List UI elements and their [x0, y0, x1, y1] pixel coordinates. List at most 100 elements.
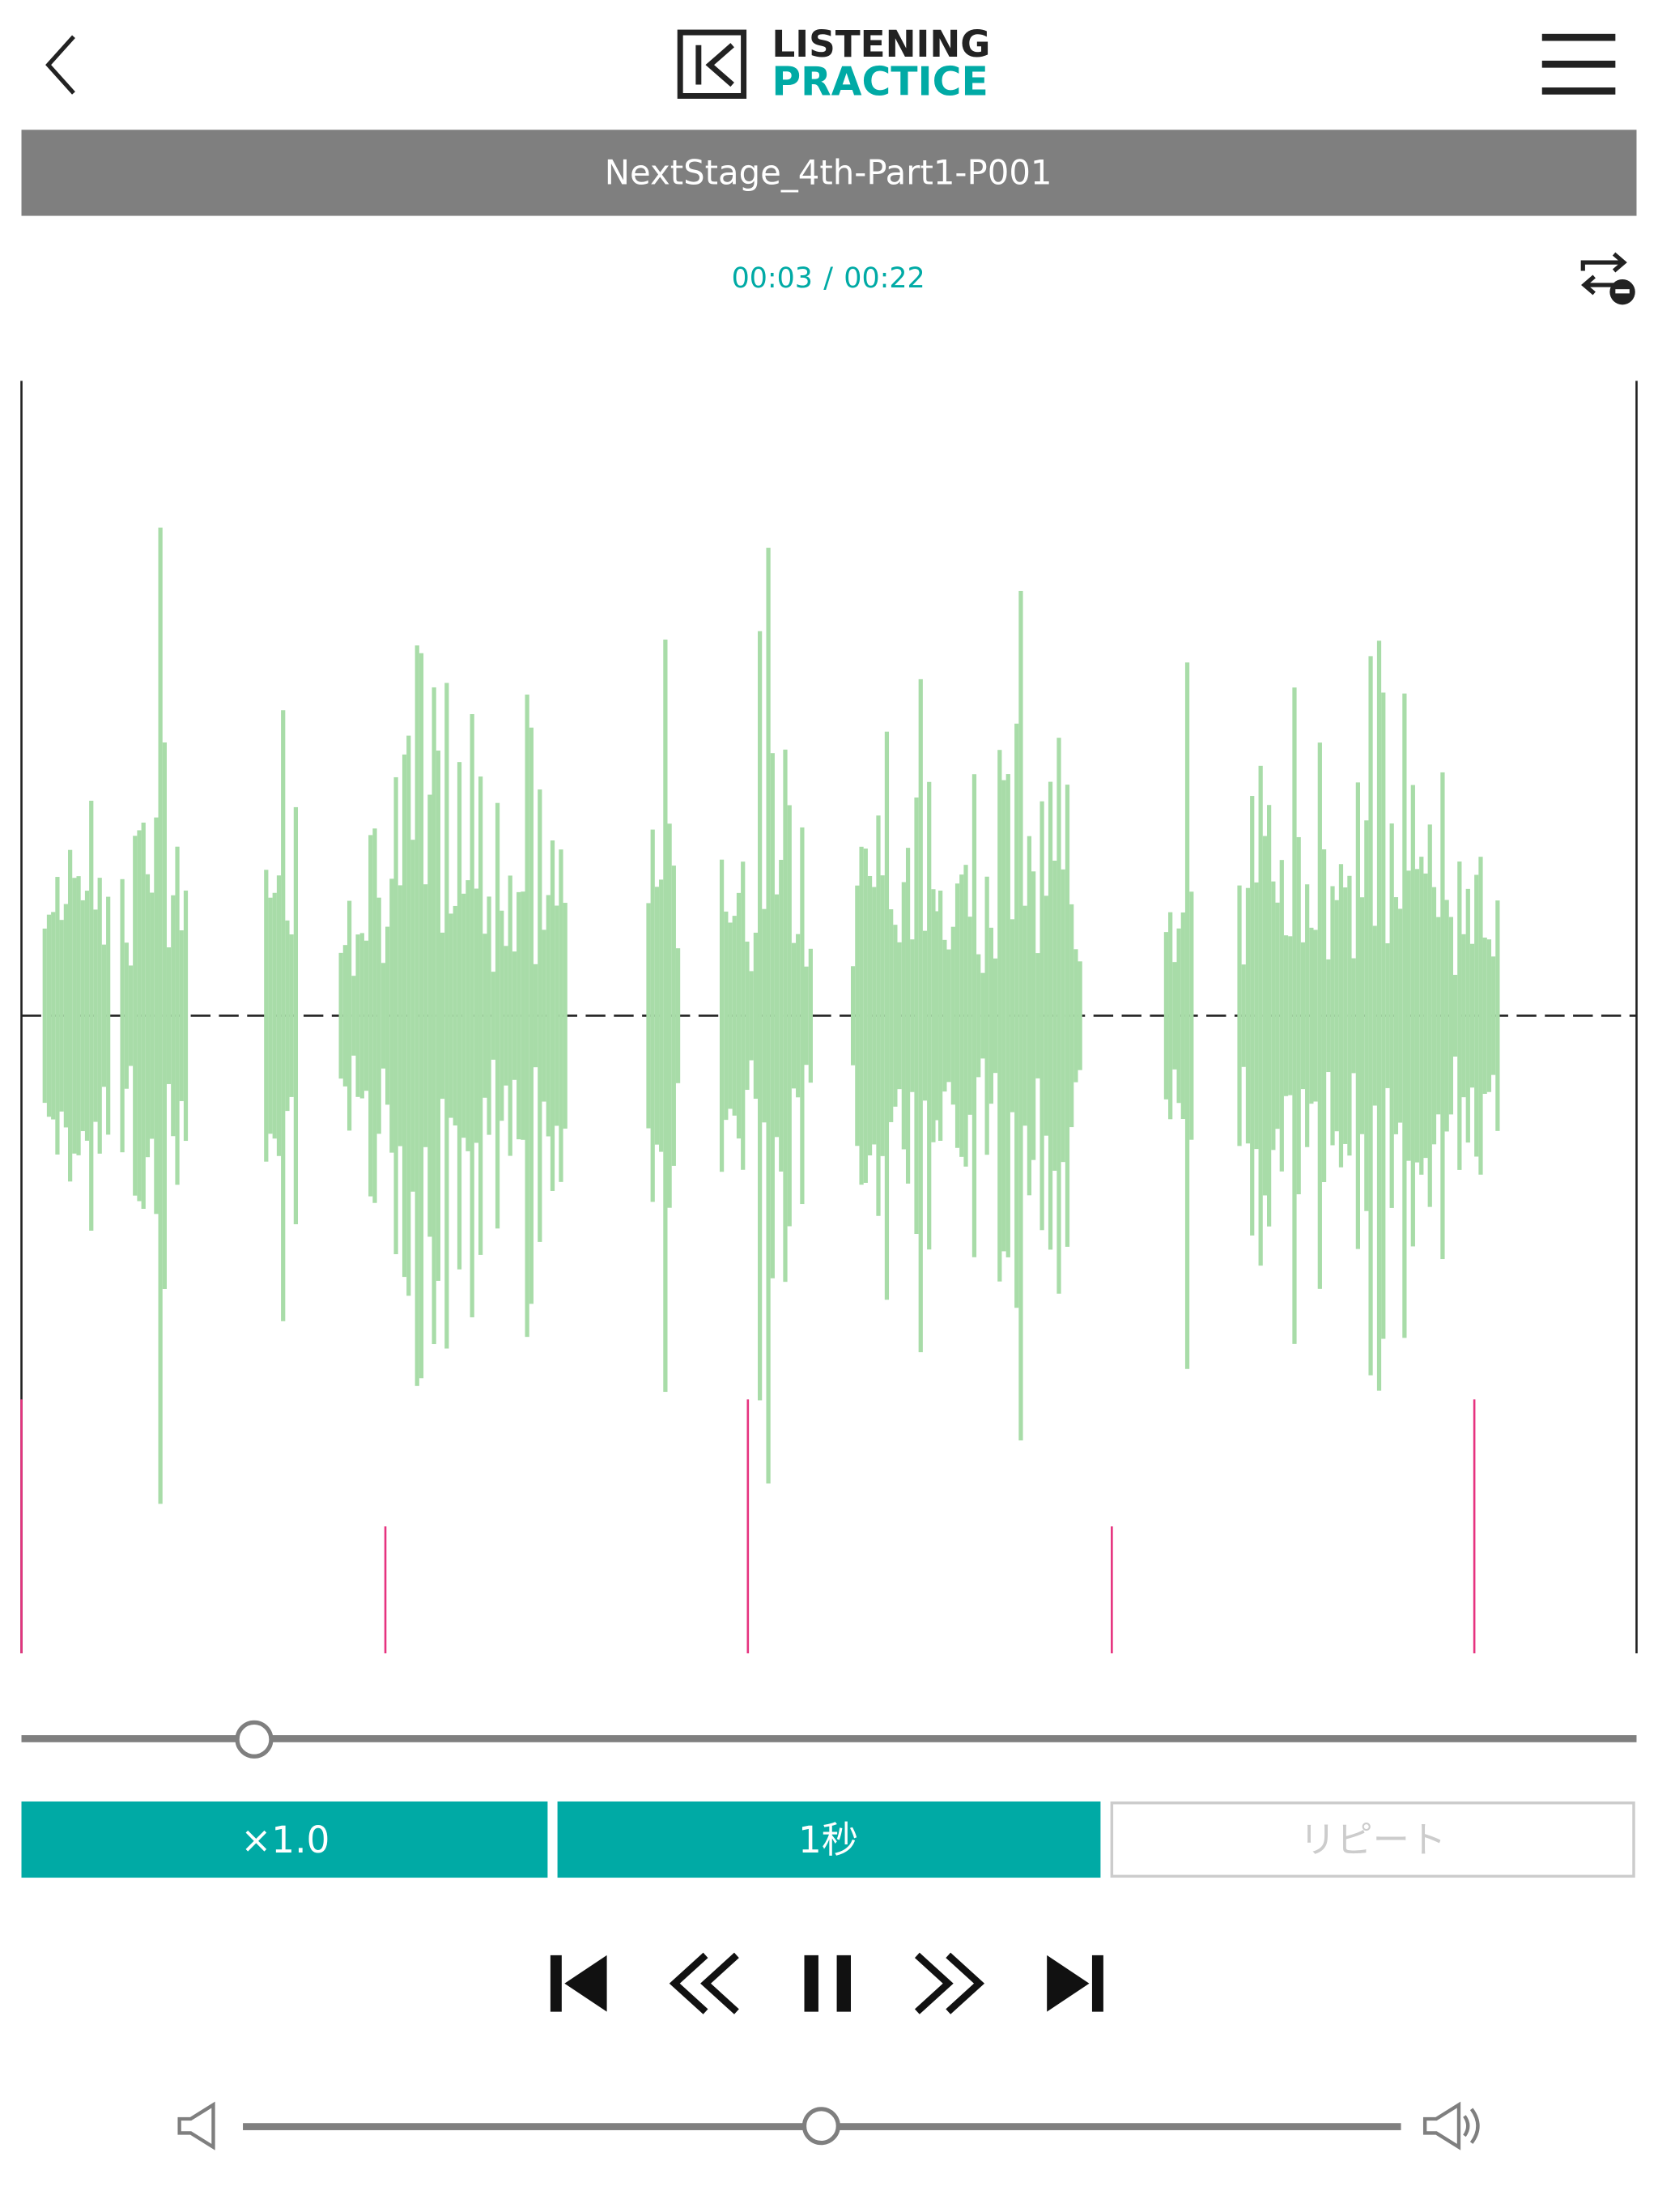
- title-bar: [21, 130, 1637, 216]
- wave-bar: [927, 781, 932, 1250]
- wave-bar: [959, 874, 964, 1157]
- wave-bar: [855, 885, 860, 1146]
- wave-bar: [461, 893, 466, 1138]
- wave-bar: [719, 859, 725, 1172]
- rewind-button[interactable]: [669, 1952, 739, 2014]
- wave-bar: [1389, 823, 1394, 1208]
- wave-bar: [1372, 925, 1377, 1106]
- wave-bar: [419, 653, 424, 1379]
- wave-bar: [1241, 964, 1246, 1067]
- wave-bar: [478, 776, 483, 1255]
- seek-track[interactable]: [21, 1735, 1637, 1742]
- wave-bar: [876, 815, 881, 1216]
- wave-bar: [93, 909, 98, 1122]
- wave-bar: [124, 942, 129, 1089]
- wave-bar: [1351, 958, 1356, 1074]
- volume-max-icon[interactable]: [1422, 2101, 1480, 2150]
- wave-bar: [427, 794, 432, 1237]
- wave-bar: [563, 903, 568, 1129]
- wave-bar: [897, 942, 902, 1090]
- wave-bar: [938, 890, 943, 1141]
- wave-bar: [1461, 934, 1466, 1098]
- wave-bar: [1172, 962, 1177, 1070]
- repeat-button[interactable]: リピート: [1110, 1801, 1635, 1878]
- wave-bar: [1338, 864, 1344, 1168]
- wave-bar: [1457, 861, 1462, 1170]
- wave-bar: [1271, 881, 1276, 1151]
- wave-bar: [931, 889, 936, 1142]
- wave-bar: [500, 910, 504, 1121]
- wave-bar: [950, 926, 955, 1105]
- wave-bar: [880, 875, 885, 1156]
- wave-bar: [988, 927, 993, 1104]
- wave-bar: [796, 934, 801, 1098]
- wave-bar: [1305, 884, 1310, 1147]
- pause-button[interactable]: [804, 1955, 852, 2012]
- wave-bar: [1465, 888, 1470, 1143]
- back-button[interactable]: [45, 35, 75, 95]
- wave-bar: [1245, 887, 1251, 1144]
- wave-bar: [359, 933, 364, 1099]
- second-markers: [20, 1399, 1476, 1654]
- wave-bar: [1176, 928, 1181, 1104]
- next-button[interactable]: [1047, 1955, 1103, 2012]
- wave-bar: [436, 751, 440, 1281]
- wave-bar: [120, 878, 125, 1153]
- wave-bar: [1258, 765, 1263, 1266]
- wave-bar: [1275, 902, 1280, 1129]
- wave-bar: [1410, 785, 1415, 1247]
- wave-bar: [910, 939, 915, 1092]
- wave-bar: [1288, 936, 1293, 1095]
- wave-bar: [141, 823, 146, 1209]
- wave-bar: [654, 887, 660, 1145]
- wave-bar: [440, 932, 445, 1100]
- wave-bar: [128, 965, 134, 1066]
- previous-button[interactable]: [550, 1955, 607, 2012]
- menu-button[interactable]: [1541, 33, 1616, 95]
- wave-bar: [1419, 857, 1424, 1175]
- repeat-label: リピート: [1299, 1819, 1446, 1861]
- wave-bar: [495, 802, 500, 1229]
- wave-bar: [663, 639, 668, 1393]
- wave-bar: [967, 917, 972, 1115]
- wave-bar: [1180, 912, 1185, 1120]
- wave-bar: [487, 896, 491, 1135]
- wave-bar: [732, 916, 737, 1116]
- wave-bar: [1300, 942, 1306, 1090]
- wave-bar: [550, 840, 555, 1191]
- repeat-mode-button[interactable]: [1580, 252, 1635, 305]
- wave-bar: [555, 905, 559, 1126]
- wave-bar: [423, 884, 428, 1147]
- menu-bar: [1541, 60, 1616, 68]
- wave-bar: [1048, 781, 1053, 1250]
- volume-min-icon[interactable]: [177, 2101, 215, 2150]
- wave-bar: [55, 877, 60, 1155]
- waveform[interactable]: [20, 381, 1638, 1654]
- forward-button[interactable]: [914, 1952, 985, 2014]
- speed-button[interactable]: ×1.0: [21, 1801, 548, 1878]
- wave-bar: [804, 966, 809, 1066]
- wave-bar: [1452, 975, 1458, 1057]
- wave-bar: [453, 905, 457, 1126]
- wave-bar: [1398, 908, 1403, 1123]
- wave-bar: [525, 694, 529, 1338]
- wave-bar: [162, 742, 167, 1289]
- wave-bar: [338, 952, 343, 1079]
- skip-button[interactable]: 1秒: [557, 1801, 1101, 1878]
- wave-bar: [389, 878, 394, 1153]
- wave-bar: [46, 914, 52, 1117]
- wave-bar: [483, 934, 487, 1098]
- wave-bar: [410, 840, 415, 1192]
- wave-bar: [863, 849, 868, 1183]
- wave-bar: [1010, 919, 1015, 1112]
- repeat-icon-minus: [1615, 289, 1630, 294]
- seek-thumb[interactable]: [235, 1720, 274, 1759]
- wave-bar: [101, 944, 107, 1087]
- wave-bar: [997, 750, 1002, 1282]
- wave-bar: [1427, 824, 1432, 1207]
- wave-bar: [1309, 927, 1314, 1104]
- wave-bar: [859, 846, 864, 1185]
- volume-thumb[interactable]: [801, 2107, 840, 2146]
- wave-bar: [918, 678, 923, 1353]
- wave-bar: [1189, 891, 1194, 1140]
